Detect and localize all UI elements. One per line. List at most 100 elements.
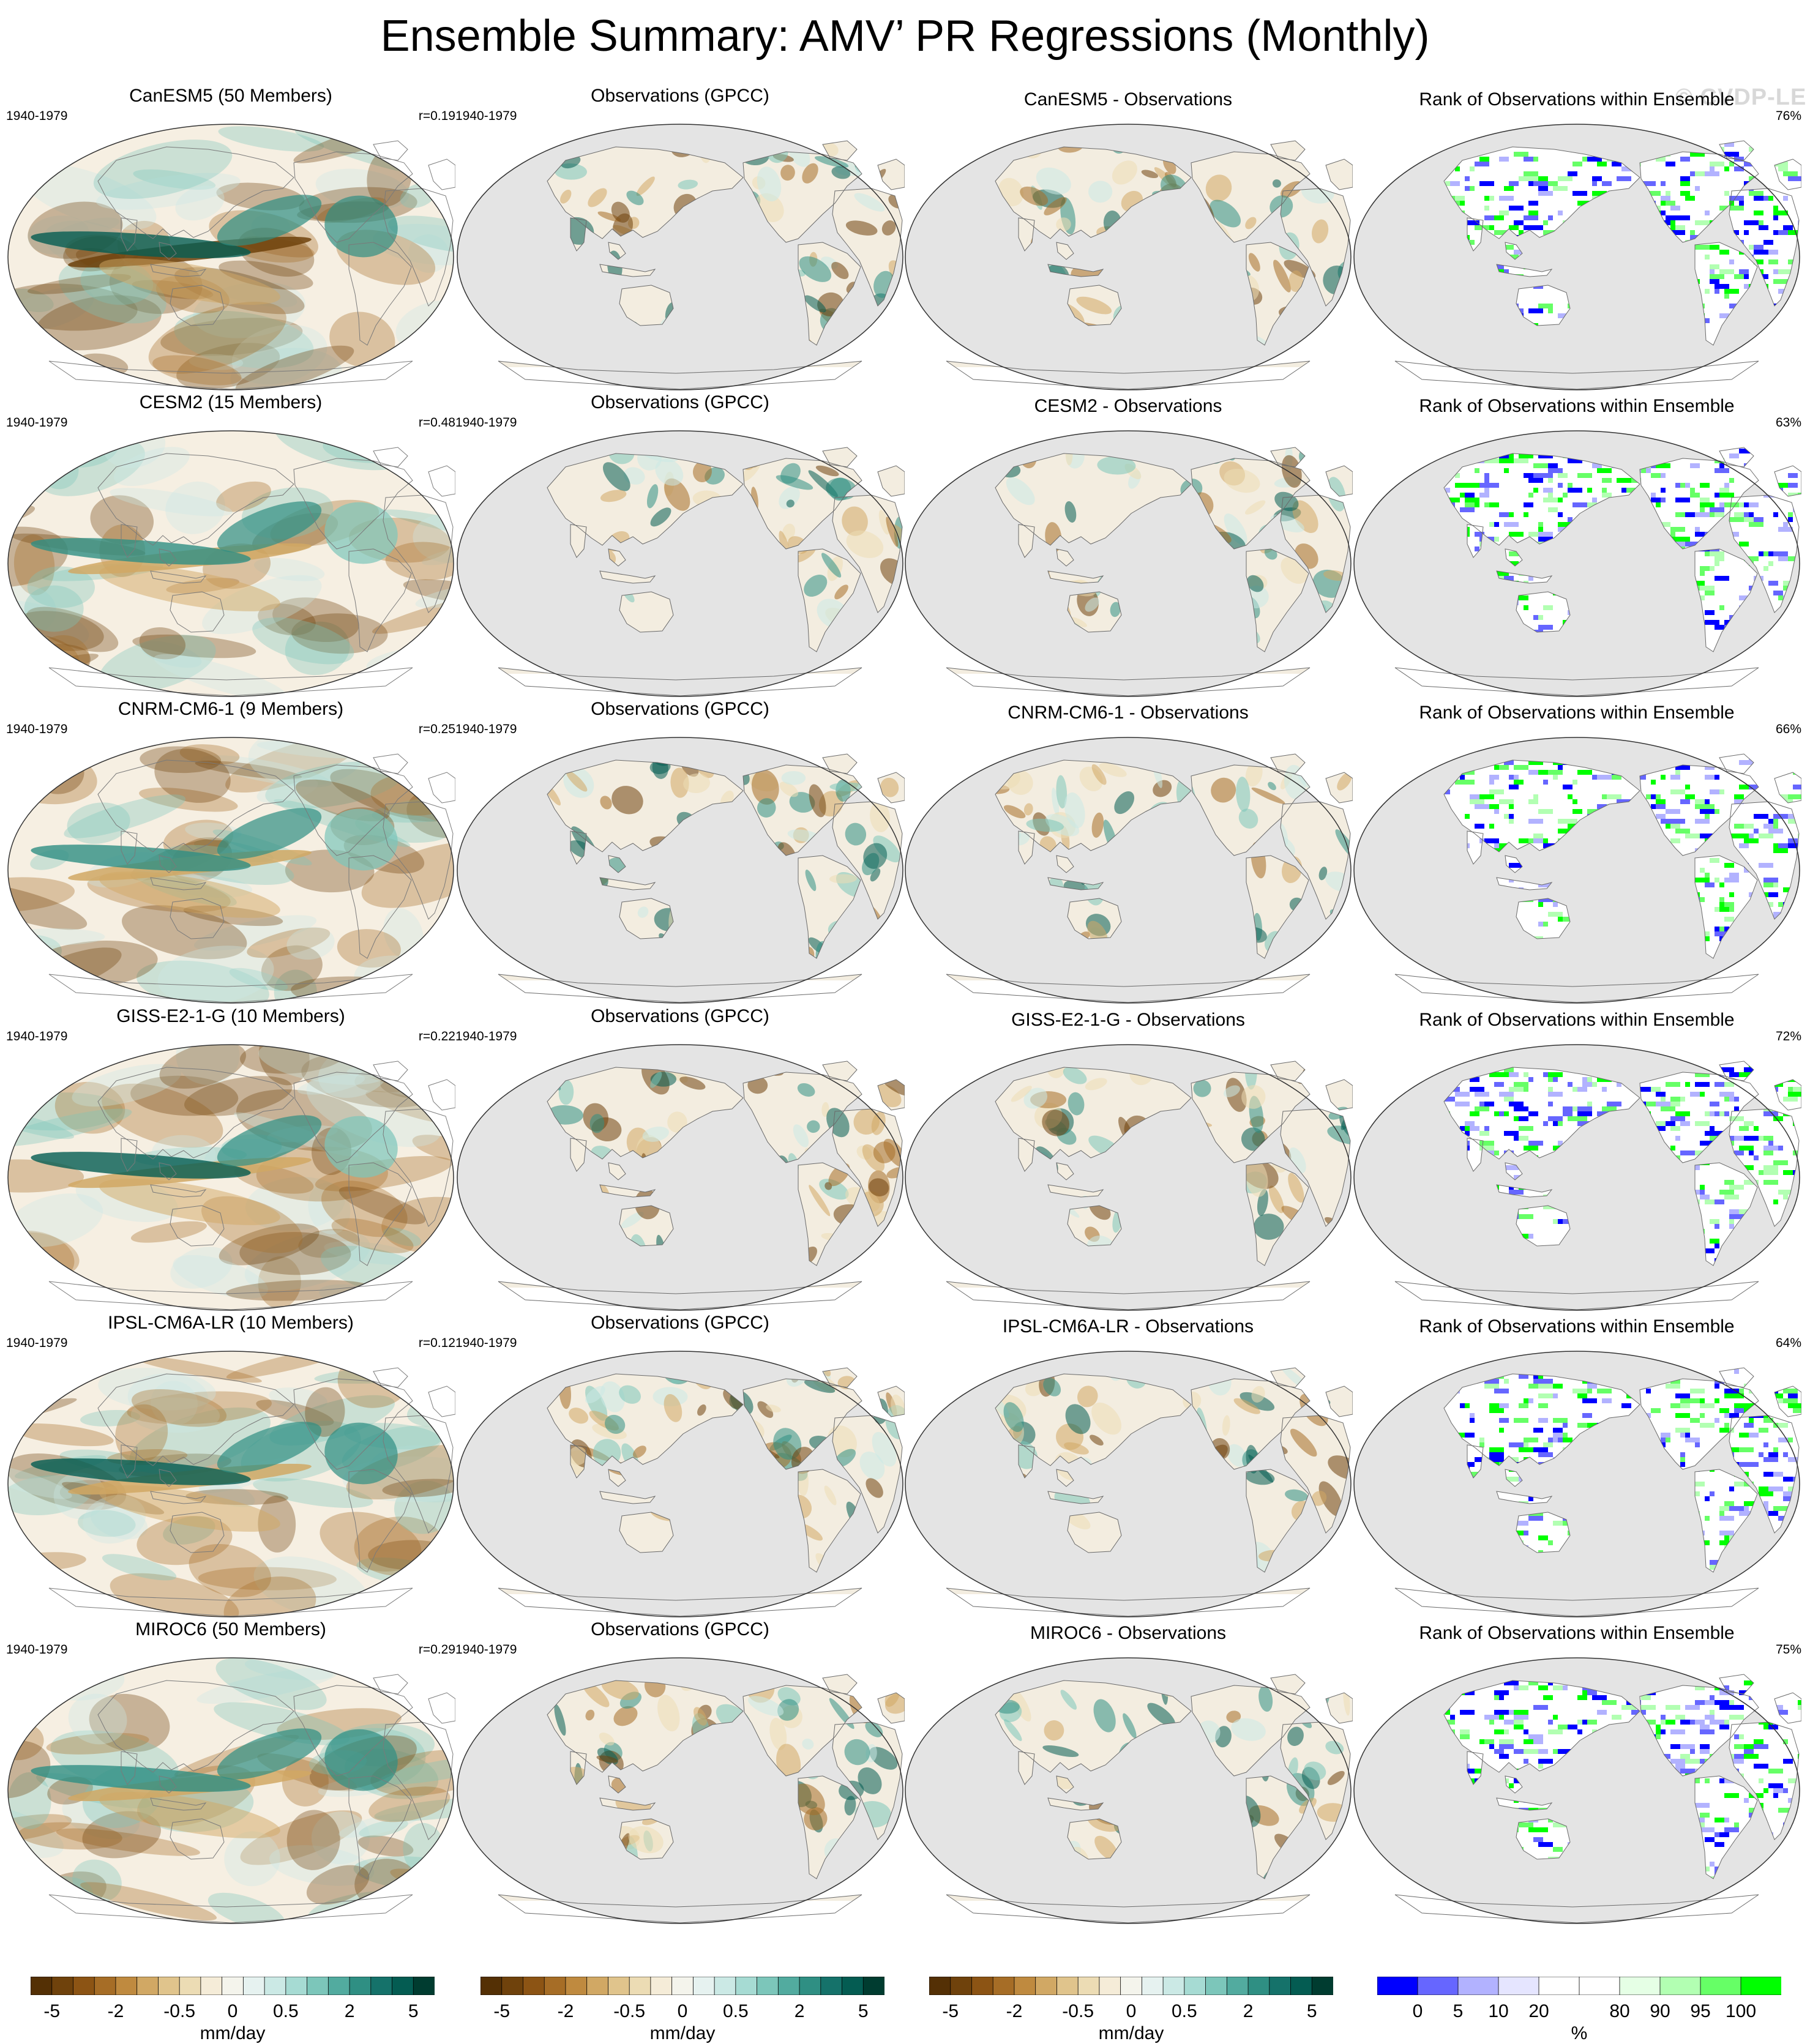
obs-panel: Observations (GPCC) 1940-1979 — [455, 699, 905, 1005]
rank-percent: 72% — [1775, 1029, 1801, 1043]
diff-panel: CESM2 - Observations — [903, 392, 1353, 698]
panel-title: CNRM-CM6-1 - Observations — [1008, 703, 1249, 723]
period-label: 1940-1979 — [455, 416, 517, 430]
colorbar-swatch — [200, 1977, 223, 1995]
colorbar-swatch — [1377, 1977, 1418, 1995]
colorbar-swatch — [481, 1977, 503, 1995]
robinson-map — [905, 1657, 1353, 1924]
colorbar-tick-label: -0.5 — [163, 2001, 196, 2021]
colorbar-swatch — [1014, 1977, 1036, 1995]
colorbar-tick-label: 5 — [858, 2001, 869, 2021]
robinson-map — [1353, 1657, 1801, 1924]
pattern-correlation: r=0.48 — [418, 416, 455, 430]
colorbar-swatch — [777, 1977, 800, 1995]
model-panel: MIROC6 (50 Members) 1940-1979 r=0.29 — [6, 1619, 455, 1925]
colorbar-tick-label: 90 — [1650, 2001, 1670, 2021]
model-panel: CanESM5 (50 Members) 1940-1979 r=0.19 — [6, 86, 455, 392]
model-panel: CESM2 (15 Members) 1940-1979 r=0.48 — [6, 392, 455, 698]
panel-title: Observations (GPCC) — [591, 1619, 769, 1639]
robinson-map — [7, 430, 455, 697]
colorbar-tick-label: 100 — [1725, 2001, 1757, 2021]
colorbar-swatch — [501, 1977, 524, 1995]
obs-panel: Observations (GPCC) 1940-1979 — [455, 1313, 905, 1619]
robinson-map — [1353, 1351, 1801, 1617]
rank-percent: 63% — [1775, 416, 1801, 430]
colorbar-swatch — [327, 1977, 350, 1995]
colorbar-swatch — [650, 1977, 673, 1995]
robinson-map — [905, 1044, 1353, 1311]
rank-panel: Rank of Observations within Ensemble 76% — [1352, 86, 1801, 392]
panel-title: CESM2 (15 Members) — [139, 392, 323, 412]
colorbar-swatch — [1035, 1977, 1058, 1995]
obs-panel: Observations (GPCC) 1940-1979 — [455, 392, 905, 698]
period-label: 1940-1979 — [6, 416, 68, 430]
colorbar-tick-label: 0 — [227, 2001, 238, 2021]
colorbar-swatch — [1417, 1977, 1459, 1995]
colorbar-swatch — [1141, 1977, 1164, 1995]
colorbar-swatch — [992, 1977, 1015, 1995]
colorbar-swatch — [1457, 1977, 1499, 1995]
robinson-map — [457, 1351, 905, 1617]
colorbar-swatch — [242, 1977, 266, 1995]
panel-title: Rank of Observations within Ensemble — [1419, 703, 1735, 723]
robinson-map — [7, 1351, 455, 1617]
colorbar-swatch — [1498, 1977, 1539, 1995]
pattern-correlation: r=0.22 — [418, 1029, 455, 1043]
panel-title: CESM2 - Observations — [1034, 396, 1222, 416]
colorbar-swatch — [820, 1977, 843, 1995]
colorbar-swatch — [1099, 1977, 1121, 1995]
model-panel: GISS-E2-1-G (10 Members) 1940-1979 r=0.22 — [6, 1006, 455, 1312]
colorbar-swatch — [735, 1977, 758, 1995]
robinson-map — [905, 1351, 1353, 1617]
rank-percent: 76% — [1775, 109, 1801, 123]
colorbar-swatch — [1311, 1977, 1333, 1995]
colorbar-swatch — [842, 1977, 864, 1995]
colorbar-swatch — [671, 1977, 694, 1995]
colorbar-swatch — [1579, 1977, 1620, 1995]
panel-title: CanESM5 (50 Members) — [129, 86, 332, 106]
colorbar-tick-label: -0.5 — [613, 2001, 646, 2021]
panel-title: GISS-E2-1-G (10 Members) — [116, 1006, 345, 1026]
colorbar-tick-label: 0 — [1126, 2001, 1137, 2021]
obs-panel: Observations (GPCC) 1940-1979 — [455, 1619, 905, 1925]
colorbar-swatch — [349, 1977, 372, 1995]
panel-title: Observations (GPCC) — [591, 699, 769, 719]
period-label: 1940-1979 — [455, 1336, 517, 1350]
page-title: Ensemble Summary: AMV’ PR Regressions (M… — [380, 12, 1430, 61]
panel-title: MIROC6 (50 Members) — [135, 1619, 326, 1639]
colorbar-strip — [481, 1977, 884, 1995]
colorbar-units: mm/day — [1098, 2023, 1164, 2043]
colorbar-tick-label: 2 — [344, 2001, 355, 2021]
colorbar-swatch — [1538, 1977, 1580, 1995]
colorbar-tick-label: 20 — [1528, 2001, 1549, 2021]
colorbar-swatch — [1619, 1977, 1661, 1995]
colorbar-swatch — [523, 1977, 545, 1995]
period-label: 1940-1979 — [6, 1643, 68, 1657]
colorbar-swatch — [413, 1977, 435, 1995]
robinson-map — [457, 737, 905, 1004]
colorbar-swatch — [929, 1977, 951, 1995]
rank-panel: Rank of Observations within Ensemble 72% — [1352, 1006, 1801, 1312]
rank-percent: 75% — [1775, 1643, 1801, 1657]
period-label: 1940-1979 — [455, 722, 517, 736]
colorbar-swatch — [586, 1977, 609, 1995]
colorbar-swatch — [544, 1977, 566, 1995]
colorbar-swatch — [1269, 1977, 1292, 1995]
robinson-map — [7, 1657, 455, 1924]
colorbar-swatch — [392, 1977, 414, 1995]
panel-title: Observations (GPCC) — [591, 392, 769, 412]
robinson-map — [457, 1657, 905, 1924]
obs-panel: Observations (GPCC) 1940-1979 — [455, 86, 905, 392]
colorbar-swatch — [370, 1977, 393, 1995]
period-label: 1940-1979 — [6, 109, 68, 123]
colorbar-swatch — [1290, 1977, 1313, 1995]
panel-title: Observations (GPCC) — [591, 1006, 769, 1026]
diff-panel: MIROC6 - Observations — [903, 1619, 1353, 1925]
colorbar-swatch — [179, 1977, 201, 1995]
robinson-map — [1353, 124, 1801, 390]
colorbar-swatch — [94, 1977, 116, 1995]
robinson-map — [905, 737, 1353, 1004]
colorbar-tick-label: -5 — [493, 2001, 510, 2021]
colorbar-swatch — [136, 1977, 159, 1995]
panel-title: GISS-E2-1-G - Observations — [1011, 1010, 1245, 1030]
